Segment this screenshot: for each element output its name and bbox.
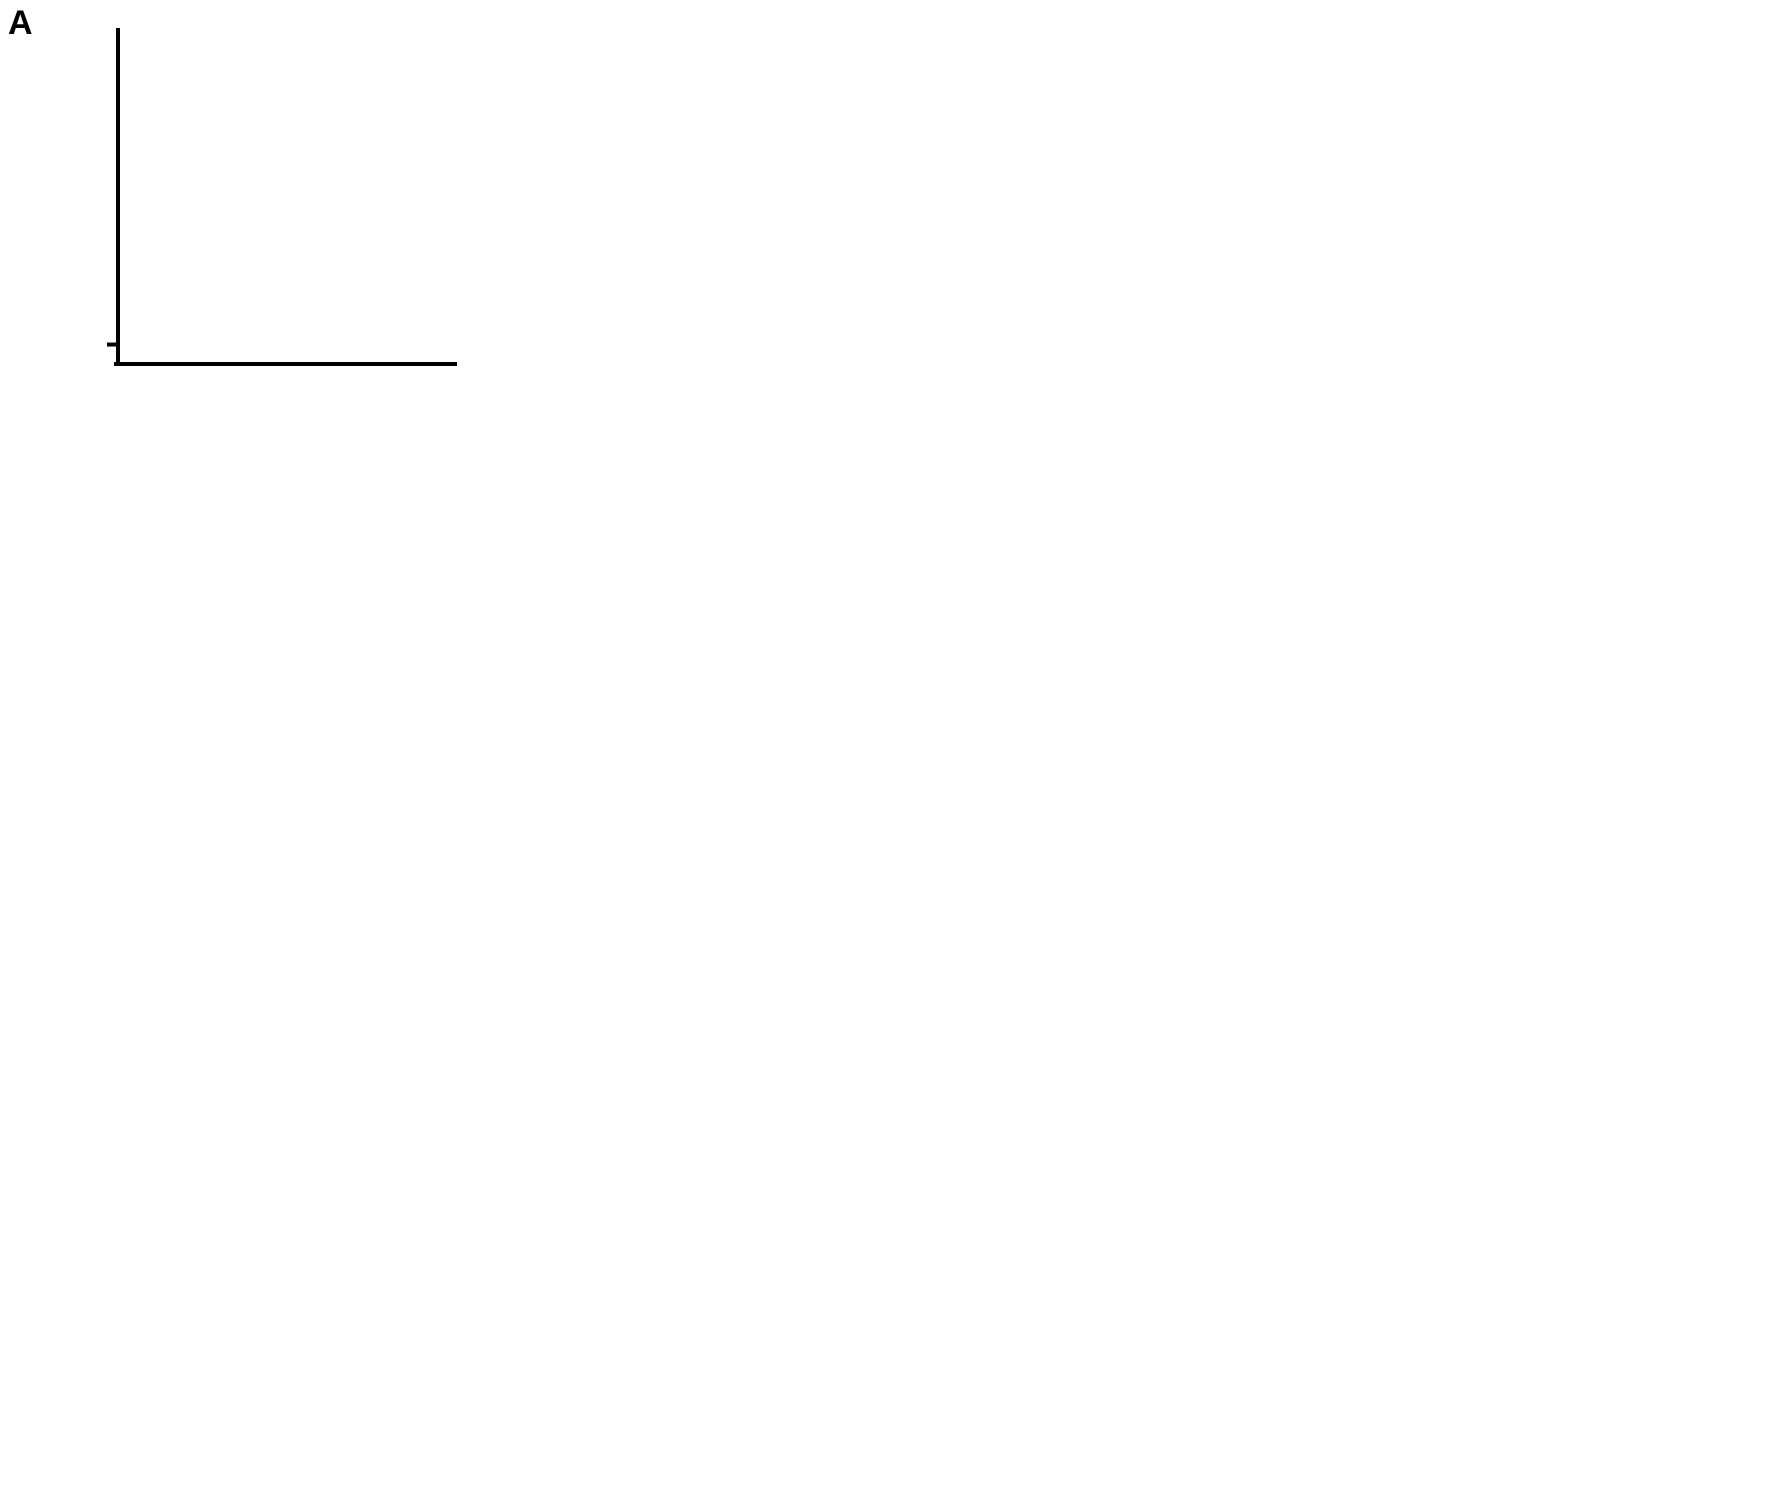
panel-a: A: [0, 0, 590, 440]
panel-label-a: A: [8, 4, 33, 42]
panel-a-plot: [107, 28, 457, 366]
